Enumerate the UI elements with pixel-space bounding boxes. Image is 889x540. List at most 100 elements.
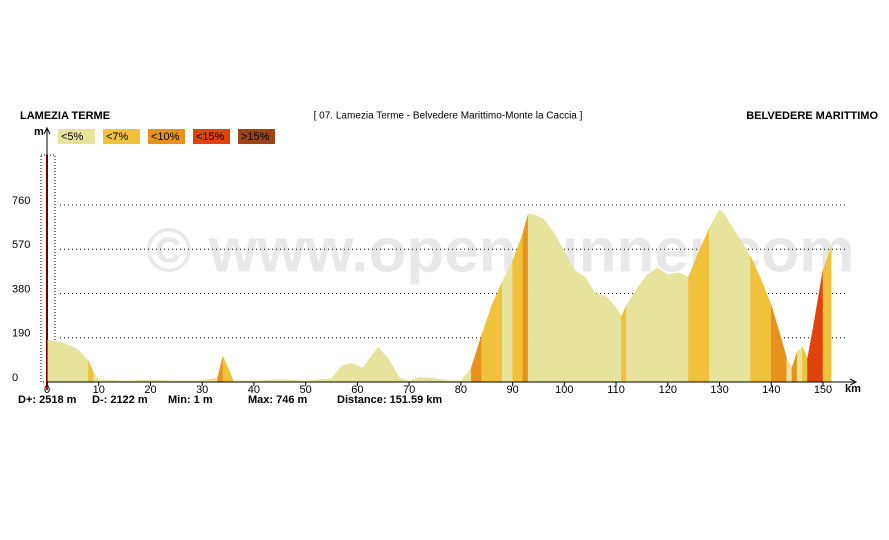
elevation-segment xyxy=(217,356,224,383)
elevation-segment xyxy=(67,344,79,383)
x-tick-label: 80 xyxy=(455,384,467,396)
legend-swatch xyxy=(103,129,140,144)
stat: D+: 2518 m xyxy=(18,394,77,406)
elevation-segment xyxy=(377,346,389,383)
elevation-segment xyxy=(626,288,638,383)
elevation-segment xyxy=(372,346,379,383)
x-tick-label: 10 xyxy=(93,384,105,396)
x-tick-label: 50 xyxy=(300,384,312,396)
elevation-segment xyxy=(398,376,410,383)
elevation-segment xyxy=(77,348,89,383)
elevation-segment xyxy=(408,376,420,383)
elevation-segment xyxy=(822,246,832,383)
elevation-segment xyxy=(93,371,99,383)
x-tick-label: 100 xyxy=(555,384,573,396)
elevation-segment xyxy=(802,346,808,383)
elevation-segment xyxy=(615,306,622,383)
elevation-segment xyxy=(222,356,229,383)
elevation-segment xyxy=(419,377,436,383)
elevation-segment xyxy=(605,295,617,383)
y-tick-label: 760 xyxy=(12,195,30,207)
elevation-segment xyxy=(719,209,725,383)
y-tick-label: 380 xyxy=(12,283,30,295)
legend-swatch xyxy=(148,129,185,144)
elevation-segment xyxy=(657,267,669,383)
elevation-segment xyxy=(781,340,788,383)
elevation-segment xyxy=(724,213,731,383)
elevation-segment xyxy=(729,222,741,383)
legend-label: >15% xyxy=(241,131,270,143)
legend-swatch xyxy=(193,129,230,144)
elevation-segment xyxy=(636,274,648,383)
elevation-segment xyxy=(807,330,813,383)
legend-label: <10% xyxy=(151,131,180,143)
elevation-segment xyxy=(739,239,751,383)
elevation-segment xyxy=(812,270,824,383)
elevation-segment xyxy=(351,362,363,383)
x-tick-label: 70 xyxy=(403,384,415,396)
elevation-segment xyxy=(201,377,218,383)
elevation-segment xyxy=(305,378,332,383)
elevation-segment xyxy=(771,305,782,383)
elevation-segment xyxy=(677,272,689,383)
y-tick-label: 0 xyxy=(12,372,18,384)
elevation-segment xyxy=(57,340,68,383)
elevation-segment xyxy=(527,214,534,383)
elevation-segment xyxy=(434,378,451,383)
elevation-segment xyxy=(227,367,234,383)
elevation-segment xyxy=(620,305,627,383)
legend-label: <5% xyxy=(61,131,84,143)
legend-swatch xyxy=(238,129,275,144)
x-tick-label: 60 xyxy=(351,384,363,396)
x-tick-label: 40 xyxy=(248,384,260,396)
elevation-segment xyxy=(502,260,513,383)
x-tick-label: 120 xyxy=(659,384,677,396)
chart-title: [ 07. Lamezia Terme - Belvedere Marittim… xyxy=(314,111,583,122)
x-tick-label: 130 xyxy=(710,384,728,396)
x-unit: km xyxy=(845,383,861,395)
elevation-segment xyxy=(564,250,575,383)
elevation-segment xyxy=(491,281,503,383)
x-tick-label: 30 xyxy=(196,384,208,396)
x-tick-label: 0 xyxy=(44,384,50,396)
x-tick-label: 90 xyxy=(506,384,518,396)
elevation-segment xyxy=(470,335,482,383)
y-tick-label: 190 xyxy=(12,328,30,340)
elevation-segment xyxy=(533,213,544,383)
elevation-segment xyxy=(88,360,94,383)
stat: Min: 1 m xyxy=(168,394,213,406)
elevation-segment xyxy=(388,357,400,383)
elevation-segment xyxy=(341,363,353,383)
x-tick-label: 110 xyxy=(607,384,625,396)
elevation-segment xyxy=(708,208,720,383)
x-tick-label: 140 xyxy=(762,384,780,396)
elevation-segment xyxy=(574,269,586,383)
elevation-segment xyxy=(760,279,772,383)
y-tick-label: 570 xyxy=(12,239,30,251)
elevation-segment xyxy=(553,232,565,383)
elevation-segment xyxy=(595,293,606,383)
elevation-segment xyxy=(584,276,596,383)
legend-label: <7% xyxy=(106,131,129,143)
stat: D-: 2122 m xyxy=(92,394,148,406)
x-tick-label: 150 xyxy=(814,384,832,396)
legend-swatch xyxy=(58,129,95,144)
elevation-segment xyxy=(646,267,658,383)
legend-label: <15% xyxy=(196,131,225,143)
start-label: LAMEZIA TERME xyxy=(20,110,110,122)
x-tick-label: 20 xyxy=(144,384,156,396)
elevation-segment xyxy=(667,272,679,383)
elevation-segment xyxy=(331,364,343,383)
y-unit: m xyxy=(34,126,44,138)
y-axis-arrow xyxy=(43,126,51,135)
elevation-segment xyxy=(791,351,798,383)
elevation-segment xyxy=(796,346,803,383)
elevation-segment xyxy=(786,357,793,383)
elevation-segment xyxy=(522,214,529,383)
stat: Max: 746 m xyxy=(248,394,308,406)
elevation-segment xyxy=(46,339,58,383)
stat: Distance: 151.59 km xyxy=(337,394,442,406)
end-label: BELVEDERE MARITTIMO xyxy=(746,110,878,122)
x-axis-arrow xyxy=(849,378,858,386)
